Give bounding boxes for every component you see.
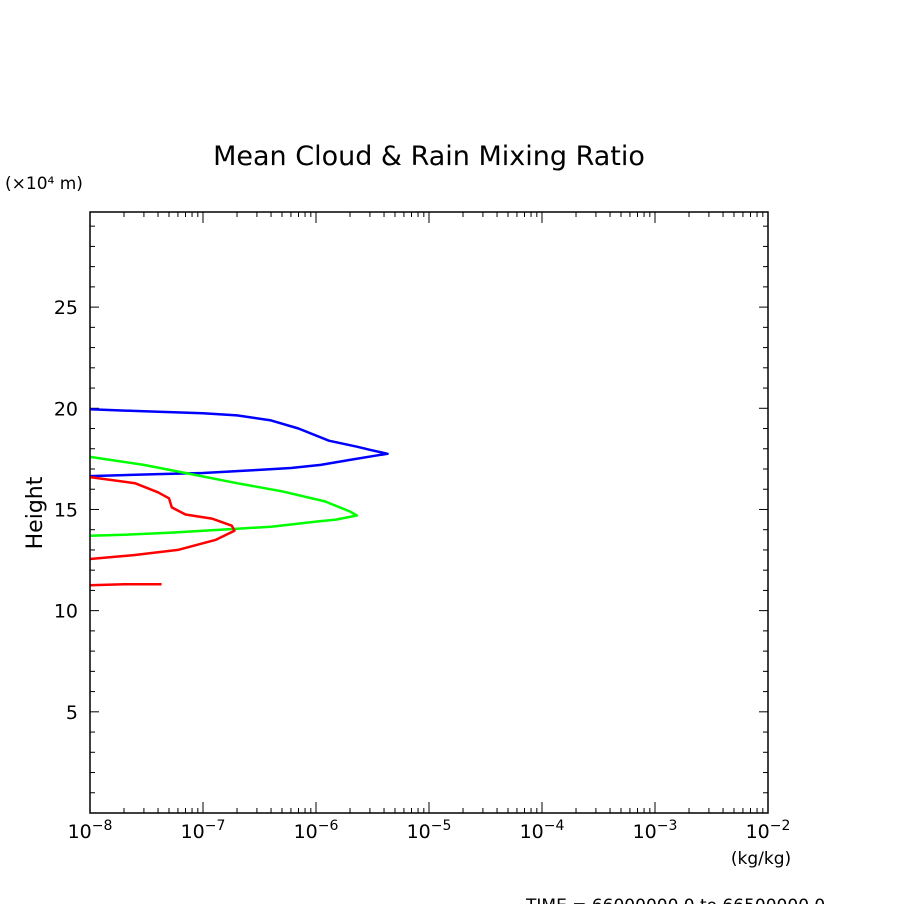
x-tick-label: 10−3 [633,818,678,843]
y-tick-label: 5 [66,702,78,724]
series-line-2 [89,455,359,538]
x-tick-label: 10−6 [294,818,339,843]
x-unit-label: (kg/kg) [731,849,791,869]
plot-frame [89,211,769,814]
y-tick-label: 20 [54,398,78,420]
chart-title: Mean Cloud & Rain Mixing Ratio [213,141,645,172]
y-tick-label: 15 [54,499,78,521]
footer-time-range: TIME = 66000000.0 to 66500000.0 [525,896,825,904]
series-line-3 [89,475,236,561]
y-axis-label: Height [23,476,48,549]
y-tick-label: 25 [54,297,78,319]
x-tick-label: 10−4 [520,818,565,843]
series-line-4 [89,583,162,587]
series-layer [89,408,389,587]
axis-ticks: 5 10 15 20 25 10−8 10−7 10−6 10−5 10−4 10−3 10−2 [54,212,791,843]
x-tick-label: 10−5 [407,818,452,843]
x-tick-label: 10−2 [746,818,791,843]
series-line-1 [89,408,389,478]
x-tick-label: 10−7 [181,818,226,843]
x-tick-label: 10−8 [68,818,113,843]
y-unit-label: (×10⁴ m) [5,174,83,194]
y-tick-label: 10 [54,601,78,623]
